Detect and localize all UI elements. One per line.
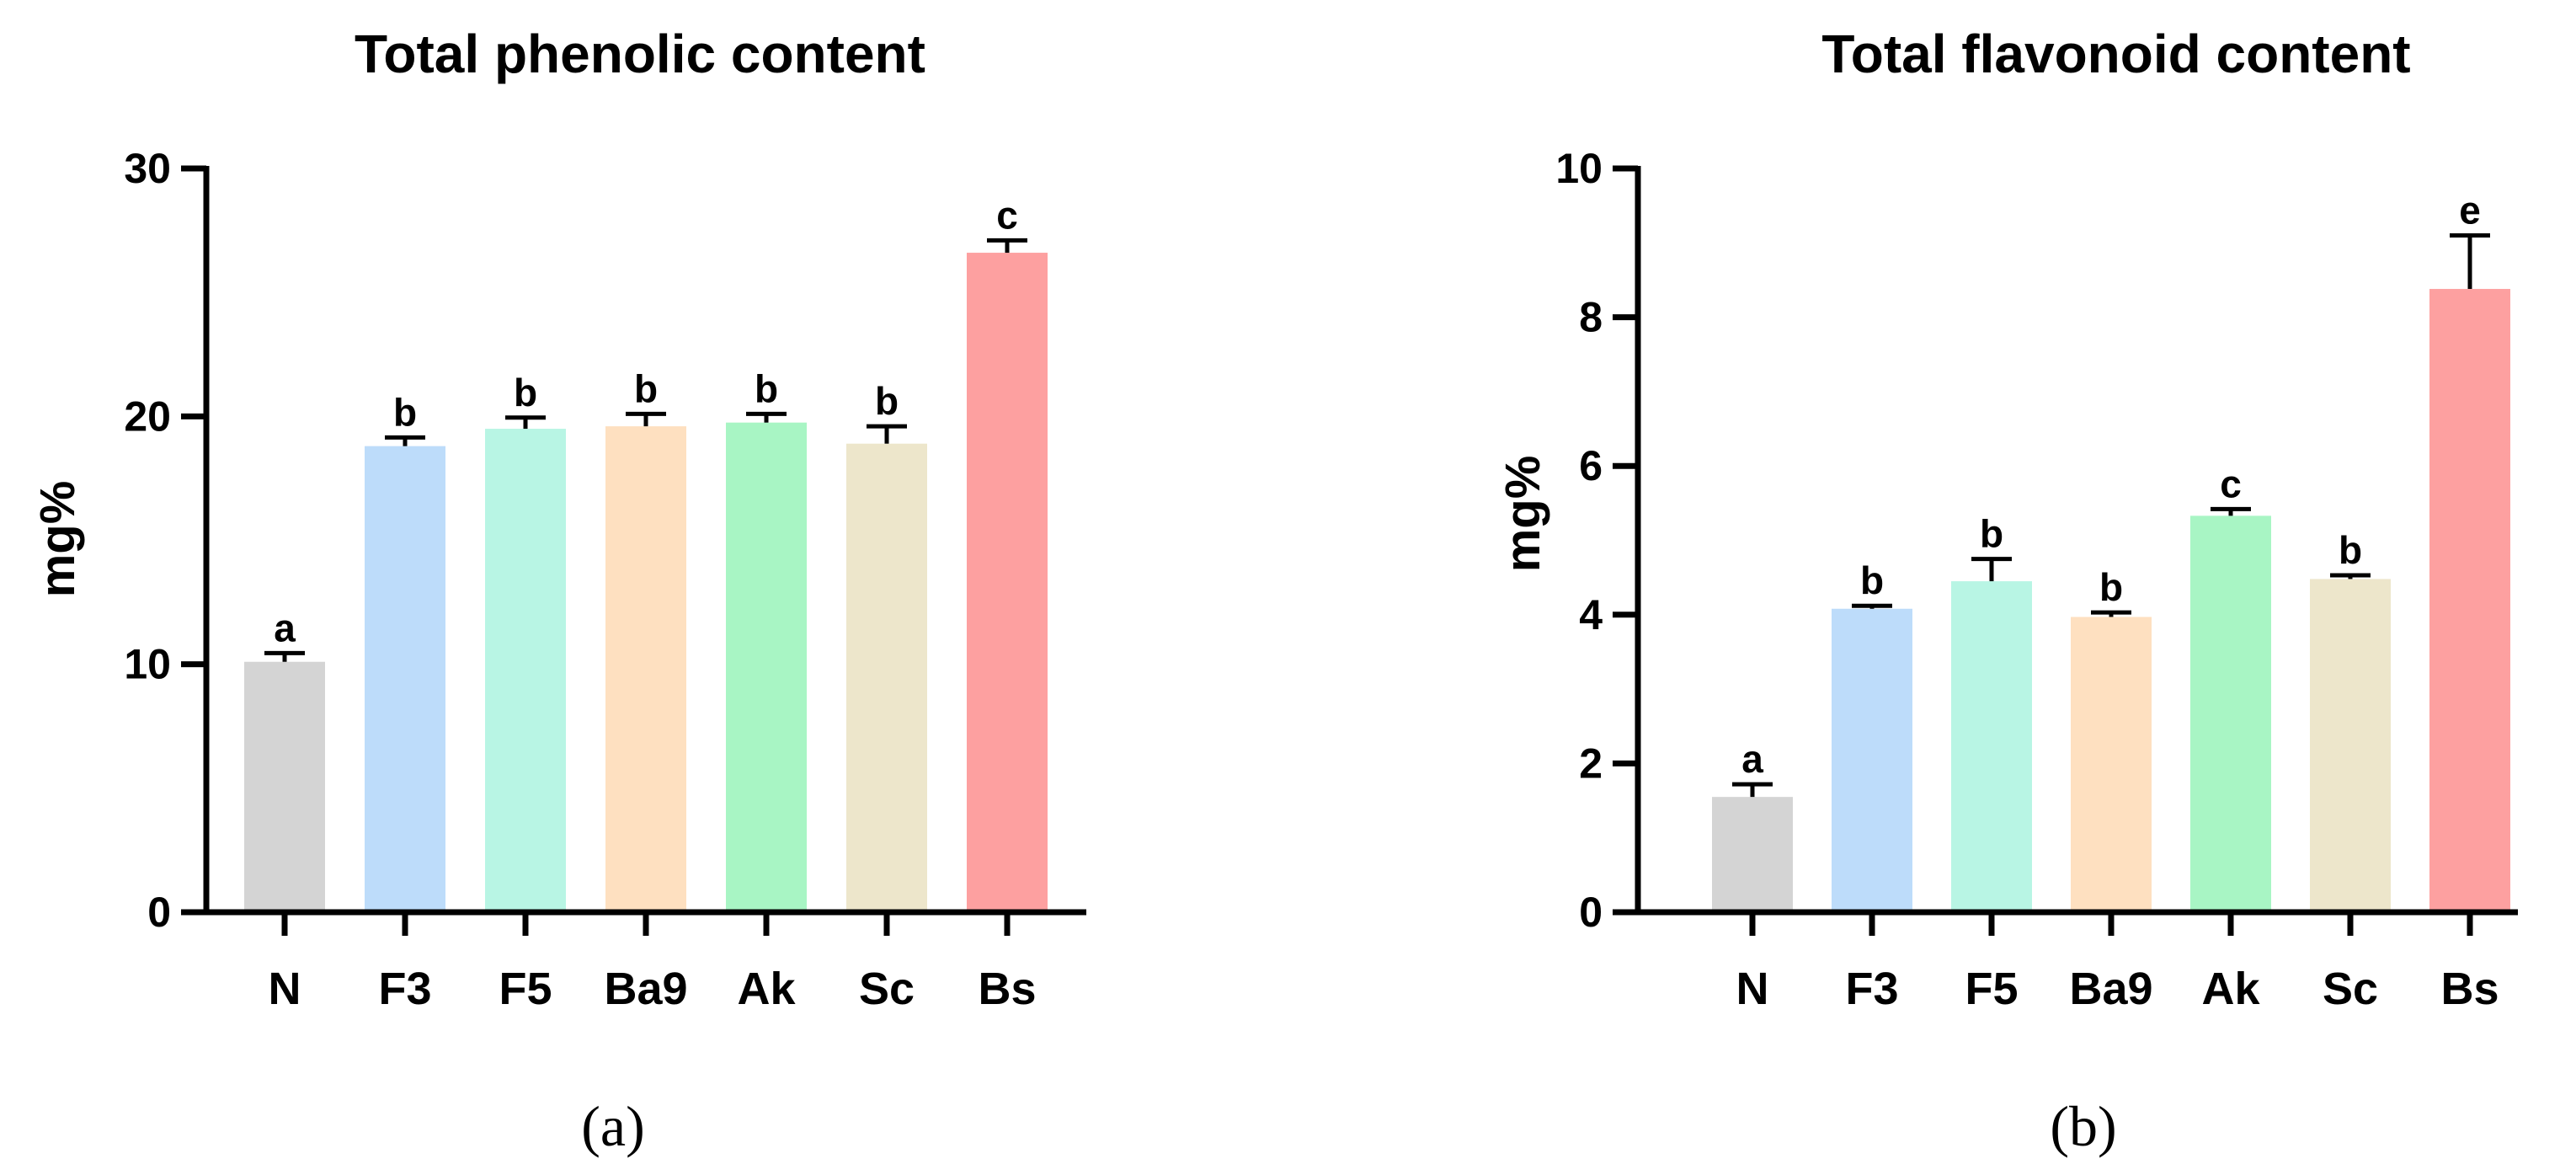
- x-tick-label: F5: [1965, 964, 2018, 1014]
- error-bar-ak: [746, 411, 787, 423]
- significance-label: e: [2459, 188, 2481, 232]
- significance-label: b: [634, 366, 658, 410]
- error-bar-f5: [505, 415, 546, 430]
- bar-bs: [967, 253, 1048, 912]
- x-tick-label: Bs: [2440, 964, 2499, 1014]
- y-tick-label: 6: [1579, 442, 1603, 489]
- y-tick-label: 4: [1579, 591, 1603, 638]
- x-tick-label: Ak: [2201, 964, 2260, 1014]
- significance-label: a: [274, 606, 296, 649]
- x-tick-label: N: [269, 964, 301, 1014]
- y-tick-label: 8: [1579, 294, 1603, 341]
- bar-f5: [485, 429, 566, 912]
- panel-label: (b): [2050, 1094, 2116, 1158]
- error-bar-ba9: [626, 411, 666, 427]
- x-tick-label: Ba9: [604, 964, 687, 1014]
- bar-f3: [365, 446, 445, 912]
- error-bar-n: [1732, 782, 1773, 798]
- error-bar-n: [264, 650, 305, 662]
- y-tick-label: 30: [124, 145, 171, 192]
- chart-title: Total phenolic content: [355, 24, 925, 84]
- bar-f5: [1951, 581, 2032, 912]
- error-bar-bs: [987, 238, 1027, 254]
- error-bar-bs: [2450, 232, 2490, 290]
- y-axis-label: mg%: [30, 481, 85, 598]
- significance-label: b: [514, 371, 537, 414]
- bar-ba9: [2071, 617, 2152, 912]
- y-axis-label: mg%: [1496, 456, 1550, 573]
- y-tick-label: 0: [1579, 889, 1603, 936]
- x-tick-label: F5: [499, 964, 552, 1014]
- significance-label: b: [2339, 528, 2362, 572]
- significance-label: c: [2220, 462, 2242, 505]
- x-tick-label: F3: [1845, 964, 1898, 1014]
- significance-label: b: [1980, 512, 2003, 556]
- y-tick-label: 2: [1579, 740, 1603, 787]
- y-tick-label: 10: [124, 641, 171, 688]
- y-tick-label: 0: [147, 889, 171, 936]
- significance-label: b: [875, 379, 899, 423]
- x-tick-label: Bs: [978, 964, 1036, 1014]
- significance-label: b: [1860, 558, 1884, 602]
- y-tick-label: 20: [124, 393, 171, 440]
- x-tick-label: Sc: [2323, 964, 2378, 1014]
- error-bar-f3: [1852, 603, 1892, 609]
- significance-label: b: [393, 390, 417, 434]
- significance-label: b: [755, 366, 778, 410]
- x-tick-label: F3: [378, 964, 431, 1014]
- significance-label: b: [2099, 565, 2123, 609]
- bar-ak: [726, 422, 807, 913]
- bar-ba9: [605, 426, 686, 912]
- error-bar-ak: [2211, 506, 2251, 516]
- x-tick-label: Ak: [737, 964, 796, 1014]
- chart-panel-0: Total phenolic content mg% a Nb F3 b F5 b Ba9 b Ak…: [30, 24, 1086, 1158]
- y-tick-label: 10: [1555, 145, 1603, 192]
- x-tick-label: N: [1736, 964, 1769, 1014]
- significance-label: c: [996, 193, 1018, 237]
- panel-label: (a): [581, 1094, 644, 1158]
- error-bar-sc: [867, 424, 907, 444]
- chart-title: Total flavonoid content: [1821, 24, 2410, 84]
- significance-label: a: [1741, 737, 1763, 781]
- bar-sc: [2310, 579, 2391, 912]
- chart-panel-1: Total flavonoid content mg% a Nb F3 b F5 b Ba9 c A…: [1496, 24, 2518, 1158]
- error-bar-sc: [2330, 573, 2371, 579]
- bar-bs: [2429, 289, 2510, 912]
- bar-f3: [1832, 608, 1912, 912]
- bar-ak: [2190, 515, 2271, 912]
- error-bar-f5: [1971, 557, 2012, 582]
- bar-n: [244, 661, 325, 912]
- error-bar-f3: [385, 435, 425, 446]
- bar-n: [1712, 797, 1793, 912]
- bar-sc: [846, 443, 927, 912]
- x-tick-label: Ba9: [2069, 964, 2152, 1014]
- x-tick-label: Sc: [859, 964, 915, 1014]
- error-bar-ba9: [2091, 610, 2131, 617]
